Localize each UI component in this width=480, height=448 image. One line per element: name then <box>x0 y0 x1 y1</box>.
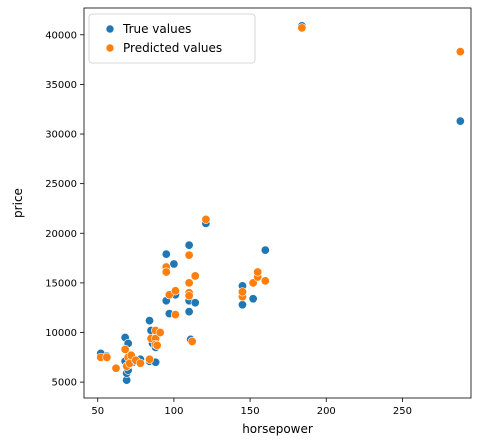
x-tick-label: 150 <box>241 406 260 417</box>
y-tick-label: 5000 <box>52 378 77 389</box>
true-value-point <box>169 259 179 269</box>
predicted-value-point <box>120 344 130 354</box>
predicted-value-point <box>184 291 194 301</box>
x-tick-label: 250 <box>393 406 412 417</box>
predicted-value-point <box>201 214 211 224</box>
predicted-value-point <box>190 271 200 281</box>
x-tick-label: 200 <box>317 406 336 417</box>
x-axis-label: horsepower <box>242 422 313 436</box>
predicted-value-point <box>260 276 270 286</box>
predicted-value-point <box>111 363 121 373</box>
predicted-value-point <box>161 267 171 277</box>
legend-box <box>88 13 256 64</box>
true-value-point <box>455 116 465 126</box>
y-tick-label: 10000 <box>45 328 77 339</box>
y-tick-label: 25000 <box>45 179 77 190</box>
predicted-value-point <box>187 336 197 346</box>
legend: True values Predicted values <box>88 13 256 64</box>
legend-label-predicted-values: Predicted values <box>123 41 222 55</box>
true-value-point <box>248 294 258 304</box>
true-value-point <box>190 298 200 308</box>
predicted-value-point <box>184 278 194 288</box>
y-tick-label: 15000 <box>45 278 77 289</box>
predicted-value-point <box>155 328 165 338</box>
legend-label-true-values: True values <box>122 22 191 36</box>
legend-marker-true-values <box>105 24 115 34</box>
x-tick-label: 100 <box>164 406 183 417</box>
predicted-value-point <box>170 286 180 296</box>
y-tick-label: 35000 <box>45 80 77 91</box>
predicted-value-point <box>455 47 465 57</box>
plot-frame <box>83 7 472 399</box>
points-layer <box>96 21 465 385</box>
y-tick-label: 20000 <box>45 229 77 240</box>
legend-marker-predicted-values <box>105 43 115 53</box>
true-value-point <box>260 245 270 255</box>
x-tick-label: 50 <box>91 406 104 417</box>
predicted-value-point <box>297 23 307 33</box>
predicted-value-point <box>102 352 112 362</box>
predicted-value-point <box>184 250 194 260</box>
predicted-value-point <box>237 287 247 297</box>
predicted-value-point <box>170 310 180 320</box>
ticks-layer: 50 100 150 200 250 5000 10000 15000 20000 25000 30… <box>45 30 412 417</box>
true-value-point <box>145 316 155 326</box>
true-value-point <box>161 249 171 259</box>
y-axis-label: price <box>11 188 25 218</box>
true-value-point <box>184 240 194 250</box>
series-predicted-values <box>96 23 465 373</box>
true-value-point <box>184 307 194 317</box>
predicted-value-point <box>248 278 258 288</box>
predicted-value-point <box>253 267 263 277</box>
predicted-value-point <box>152 340 162 350</box>
y-tick-label: 30000 <box>45 130 77 141</box>
y-tick-label: 40000 <box>45 30 77 41</box>
true-value-point <box>237 300 247 310</box>
predicted-value-point <box>145 354 155 364</box>
predicted-value-point <box>135 358 145 368</box>
